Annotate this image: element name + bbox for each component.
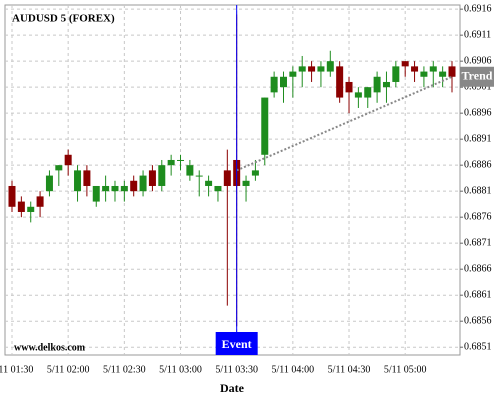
candle-body bbox=[111, 185, 119, 192]
y-tick-label: 0.6851 bbox=[464, 341, 492, 352]
candle-body bbox=[317, 66, 325, 72]
trend-line bbox=[236, 75, 453, 172]
x-tick-label: 5/11 03:00 bbox=[159, 364, 202, 375]
candle-body bbox=[17, 201, 25, 212]
y-tick-label: 0.6866 bbox=[464, 263, 492, 274]
y-tick-label: 0.6871 bbox=[464, 237, 492, 248]
candle-body bbox=[429, 66, 437, 72]
candle-body bbox=[8, 185, 16, 207]
candle-body bbox=[345, 81, 353, 93]
candle-body bbox=[411, 66, 419, 72]
candle-body bbox=[214, 185, 222, 192]
y-tick-label: 0.6891 bbox=[464, 133, 492, 144]
candle-body bbox=[139, 175, 147, 192]
candle-body bbox=[336, 66, 344, 98]
candle-body bbox=[27, 206, 35, 212]
x-tick-label: 5/11 02:00 bbox=[47, 364, 90, 375]
marks bbox=[8, 14, 456, 327]
y-tick-label: 0.6876 bbox=[464, 211, 492, 222]
candle-body bbox=[326, 61, 334, 72]
x-tick-label: 5/11 04:30 bbox=[328, 364, 371, 375]
x-tick-label: 5/11 04:00 bbox=[272, 364, 315, 375]
candle-body bbox=[92, 185, 100, 202]
candle-body bbox=[439, 71, 447, 77]
candle-body bbox=[392, 66, 400, 82]
candle-body bbox=[158, 165, 166, 186]
candle-body bbox=[195, 175, 203, 177]
candle-body bbox=[120, 185, 128, 192]
candle-body bbox=[167, 159, 175, 166]
y-tick-label: 0.6911 bbox=[464, 29, 491, 40]
candle-body bbox=[261, 97, 269, 155]
candle-body bbox=[83, 170, 91, 186]
candle-body bbox=[401, 61, 409, 67]
x-tick-label: 5/11 03:30 bbox=[215, 364, 258, 375]
candle-body bbox=[130, 180, 138, 192]
candle-body bbox=[148, 170, 156, 186]
candle-body bbox=[420, 71, 428, 77]
watermark: www.delkos.com bbox=[14, 342, 86, 353]
candle-body bbox=[354, 92, 362, 98]
y-tick-label: 0.6916 bbox=[464, 3, 492, 14]
candle-body bbox=[289, 71, 297, 77]
y-tick-label: 0.6896 bbox=[464, 107, 492, 118]
event-label: Event bbox=[222, 337, 252, 351]
plot-area bbox=[4, 4, 461, 356]
y-tick-label: 0.6861 bbox=[464, 289, 492, 300]
chart-title: AUDUSD 5 (FOREX) bbox=[12, 13, 115, 25]
x-tick-label: 5/11 02:30 bbox=[103, 364, 146, 375]
candle-body bbox=[186, 165, 194, 176]
trend-label-box bbox=[460, 66, 494, 87]
candle-body bbox=[373, 76, 381, 93]
candle-body bbox=[102, 185, 110, 192]
candle-body bbox=[251, 170, 259, 176]
candle-body bbox=[364, 87, 372, 98]
candle-body bbox=[223, 170, 231, 186]
candle-body bbox=[45, 175, 53, 192]
candle-body bbox=[279, 76, 287, 88]
candle-body bbox=[205, 180, 213, 186]
candle-body bbox=[382, 81, 390, 88]
candle-body bbox=[270, 76, 278, 93]
trend-label: Trend bbox=[462, 69, 493, 83]
y-tick-label: 0.6856 bbox=[464, 315, 492, 326]
candle-body bbox=[448, 66, 456, 77]
candle-body bbox=[74, 170, 82, 192]
x-tick-label: 5/11 05:00 bbox=[384, 364, 427, 375]
y-tick-label: 0.6906 bbox=[464, 55, 492, 66]
x-axis-title: Date bbox=[220, 381, 245, 395]
y-tick-label: 0.6886 bbox=[464, 159, 492, 170]
candle-body bbox=[242, 180, 250, 186]
candle-body bbox=[177, 159, 185, 161]
candle-body bbox=[36, 196, 44, 207]
candle-body bbox=[55, 165, 63, 171]
candle-body bbox=[298, 66, 306, 72]
candle-body bbox=[64, 154, 72, 166]
y-tick-label: 0.6881 bbox=[464, 185, 492, 196]
event-label-box bbox=[215, 332, 258, 355]
candle-body bbox=[308, 66, 316, 72]
y-tick-label: 0.6901 bbox=[464, 81, 492, 92]
x-tick-label: 5/11 01:30 bbox=[0, 364, 33, 375]
